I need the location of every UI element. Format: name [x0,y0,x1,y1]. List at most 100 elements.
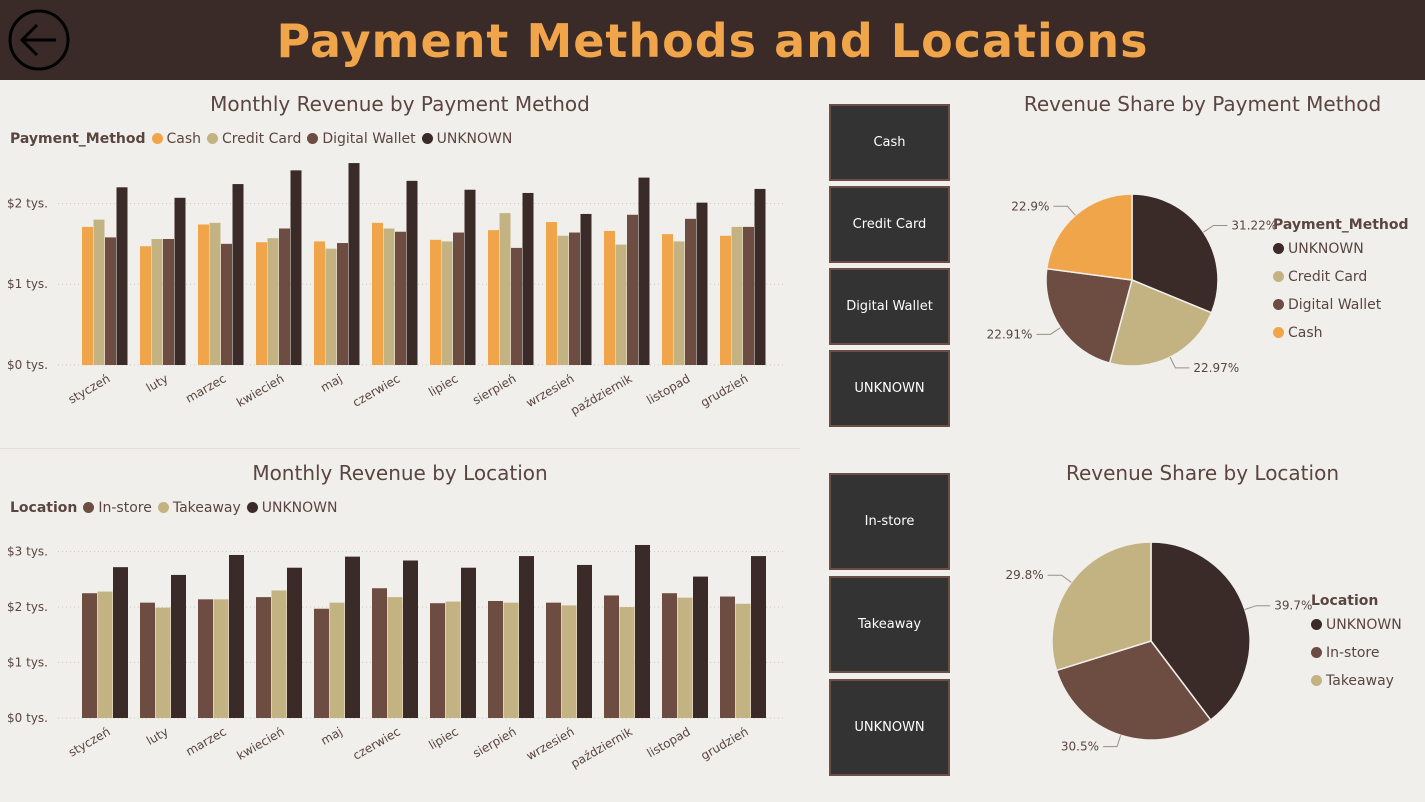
bar-cash[interactable] [662,234,673,365]
bar-unknown[interactable] [406,180,418,365]
bar-in-store[interactable] [256,597,271,718]
bar-unknown[interactable] [638,177,650,365]
bar-digital-wallet[interactable] [627,214,638,365]
bar-credit-card[interactable] [615,244,627,365]
bar-credit-card[interactable] [151,239,163,365]
bar-cash[interactable] [256,242,267,365]
bar-credit-card[interactable] [325,248,337,365]
bar-unknown[interactable] [116,187,128,365]
bar-digital-wallet[interactable] [337,243,348,365]
bar-in-store[interactable] [488,600,503,718]
bar-unknown[interactable] [403,560,418,718]
bar-unknown[interactable] [287,567,302,718]
bar-takeaway[interactable] [735,603,751,718]
bar-cash[interactable] [720,235,731,365]
bar-unknown[interactable] [635,544,650,718]
legend-item-in-store[interactable]: In-store [83,500,152,516]
legend-item-digital-wallet[interactable]: Digital Wallet [307,131,416,147]
bar-takeaway[interactable] [561,605,577,718]
legend-item-credit-card[interactable]: Credit Card [207,131,301,147]
bar-credit-card[interactable] [731,226,743,365]
back-arrow-icon[interactable] [8,9,70,71]
pie-slice-digital-wallet[interactable] [1045,267,1133,364]
bar-unknown[interactable] [464,189,476,365]
bar-cash[interactable] [82,226,93,365]
bar-in-store[interactable] [546,602,561,718]
bar-cash[interactable] [430,239,441,365]
legend-item-takeaway[interactable]: Takeaway [1311,667,1402,695]
bar-unknown[interactable] [577,564,592,718]
bar-credit-card[interactable] [673,241,685,365]
bar-unknown[interactable] [348,163,360,365]
bar-unknown[interactable] [580,213,592,365]
bar-cash[interactable] [488,230,499,365]
bar-in-store[interactable] [662,593,677,718]
bar-unknown[interactable] [461,567,476,718]
bar-unknown[interactable] [751,556,766,718]
legend-item-digital-wallet[interactable]: Digital Wallet [1273,291,1409,319]
legend-item-cash[interactable]: Cash [151,131,201,147]
bar-takeaway[interactable] [387,597,403,718]
legend-item-unknown[interactable]: UNKNOWN [1273,235,1409,263]
legend-item-unknown[interactable]: UNKNOWN [246,500,338,516]
legend-item-takeaway[interactable]: Takeaway [157,500,241,516]
bar-takeaway[interactable] [503,602,519,718]
bar-unknown[interactable] [229,554,244,718]
bar-takeaway[interactable] [445,601,461,718]
bar-takeaway[interactable] [329,602,345,718]
slicer-button-digital-wallet[interactable]: Digital Wallet [829,268,950,345]
bar-digital-wallet[interactable] [279,228,290,366]
bar-credit-card[interactable] [383,228,395,366]
bar-cash[interactable] [314,241,325,365]
bar-takeaway[interactable] [213,599,229,718]
bar-in-store[interactable] [198,599,213,718]
slicer-button-takeaway[interactable]: Takeaway [829,576,950,673]
slicer-button-in-store[interactable]: In-store [829,473,950,570]
bar-digital-wallet[interactable] [511,247,522,365]
legend-item-unknown[interactable]: UNKNOWN [1311,611,1402,639]
pie-slice-in-store[interactable] [1055,640,1212,741]
bar-cash[interactable] [604,230,615,365]
bar-credit-card[interactable] [209,222,221,365]
bar-unknown[interactable] [693,576,708,718]
bar-in-store[interactable] [140,602,155,718]
bar-credit-card[interactable] [267,238,279,365]
bar-takeaway[interactable] [97,591,113,718]
bar-takeaway[interactable] [677,597,693,718]
legend-item-credit-card[interactable]: Credit Card [1273,263,1409,291]
bar-unknown[interactable] [174,197,186,365]
bar-credit-card[interactable] [441,241,453,365]
legend-item-cash[interactable]: Cash [1273,319,1409,347]
slicer-button-credit-card[interactable]: Credit Card [829,186,950,263]
bar-in-store[interactable] [372,588,387,718]
bar-in-store[interactable] [604,595,619,718]
bar-cash[interactable] [546,222,557,365]
bar-cash[interactable] [140,246,151,365]
pie-slice-cash[interactable] [1045,193,1133,281]
bar-cash[interactable] [372,222,383,365]
bar-cash[interactable] [198,224,209,365]
bar-digital-wallet[interactable] [453,232,464,365]
bar-unknown[interactable] [345,556,360,718]
bar-unknown[interactable] [232,184,244,365]
legend-item-unknown[interactable]: UNKNOWN [421,131,512,147]
bar-digital-wallet[interactable] [105,237,116,365]
bar-digital-wallet[interactable] [163,239,174,365]
bar-digital-wallet[interactable] [743,226,754,365]
bar-credit-card[interactable] [499,213,511,365]
bar-credit-card[interactable] [93,219,105,365]
bar-in-store[interactable] [720,596,735,718]
bar-digital-wallet[interactable] [395,231,406,365]
slicer-button-unknown[interactable]: UNKNOWN [829,679,950,776]
bar-unknown[interactable] [522,192,534,365]
bar-unknown[interactable] [113,567,128,718]
bar-digital-wallet[interactable] [569,232,580,365]
bar-unknown[interactable] [171,574,186,718]
pie-slice-takeaway[interactable] [1051,541,1152,672]
slicer-button-unknown[interactable]: UNKNOWN [829,350,950,427]
bar-digital-wallet[interactable] [221,243,232,365]
bar-unknown[interactable] [696,202,708,365]
legend-item-in-store[interactable]: In-store [1311,639,1402,667]
pie-slice-credit-card[interactable] [1108,278,1213,367]
bar-in-store[interactable] [430,603,445,718]
